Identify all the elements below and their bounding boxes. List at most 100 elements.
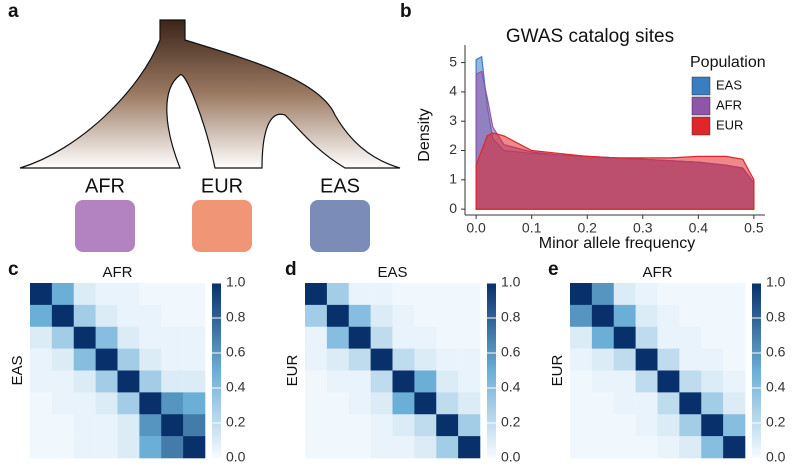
population-tree bbox=[19, 19, 401, 169]
colorbar-tick-label: 1.0 bbox=[501, 274, 521, 290]
heatmap-cell bbox=[392, 392, 415, 415]
panel-label: c bbox=[8, 259, 19, 280]
heatmap-cell bbox=[458, 370, 481, 393]
heatmap-cell bbox=[183, 392, 206, 415]
y-tick-label: 4 bbox=[449, 83, 457, 99]
heatmap-cell bbox=[701, 283, 724, 306]
heatmap-cell bbox=[139, 414, 162, 437]
heatmap-cell bbox=[570, 414, 593, 437]
heatmap-cell bbox=[458, 348, 481, 371]
heatmap-cell bbox=[723, 304, 746, 328]
people-icons bbox=[75, 200, 370, 252]
heatmap-cell bbox=[635, 392, 658, 415]
panel-label: e bbox=[548, 259, 559, 280]
heatmap-cell bbox=[348, 392, 371, 415]
heatmap-cell bbox=[117, 436, 140, 459]
y-tick-label: 1 bbox=[449, 171, 457, 187]
heatmap-cell bbox=[326, 392, 350, 415]
heatmap-cell bbox=[348, 283, 371, 306]
heatmap-cell bbox=[723, 392, 746, 415]
heatmap-cell bbox=[723, 414, 746, 437]
colorbar-tick-label: 0.4 bbox=[766, 379, 786, 395]
x-tick-label: 0.0 bbox=[466, 220, 486, 236]
colorbar bbox=[487, 283, 496, 458]
colorbar-tick-label: 0.8 bbox=[226, 309, 246, 325]
heatmap-cell bbox=[370, 348, 393, 371]
heatmap-cell bbox=[95, 283, 118, 306]
heatmap-cell bbox=[30, 304, 53, 328]
heatmap-cell bbox=[161, 436, 184, 459]
heatmap-cell bbox=[613, 370, 636, 393]
heatmap-cell bbox=[370, 392, 393, 415]
heatmap-cell bbox=[635, 414, 658, 437]
heatmap-title: EAS bbox=[377, 264, 407, 281]
heatmap-cell bbox=[183, 414, 206, 437]
heatmap-cell bbox=[570, 304, 593, 328]
heatmap-cell bbox=[305, 414, 328, 437]
heatmap-cell bbox=[183, 326, 206, 349]
heatmap-cell bbox=[679, 304, 702, 328]
heatmap-cell bbox=[657, 392, 680, 415]
heatmap-cell bbox=[183, 370, 206, 393]
heatmap-cell bbox=[635, 370, 658, 393]
heatmap-cell bbox=[326, 326, 350, 349]
heatmap-cell bbox=[679, 283, 702, 306]
heatmap-cell bbox=[183, 348, 206, 371]
heatmap-cell bbox=[591, 348, 615, 371]
heatmap-cell bbox=[458, 326, 481, 349]
heatmap-cell bbox=[591, 326, 615, 349]
heatmap-cell bbox=[414, 392, 437, 415]
heatmap-cell bbox=[436, 326, 459, 349]
heatmap-y-label: EUR bbox=[549, 354, 566, 386]
heatmap-cell bbox=[458, 436, 481, 459]
panel-label: d bbox=[285, 259, 297, 280]
heatmap-cell bbox=[392, 304, 415, 328]
heatmap-cell bbox=[591, 283, 615, 306]
heatmap-cell bbox=[348, 326, 371, 349]
heatmap-cell bbox=[679, 326, 702, 349]
heatmap-cell bbox=[436, 414, 459, 437]
heatmap-cell bbox=[436, 436, 459, 459]
heatmap-y-label: EUR bbox=[284, 354, 301, 386]
heatmap-title: AFR bbox=[643, 264, 673, 281]
heatmap-cell bbox=[414, 348, 437, 371]
heatmap-cell bbox=[591, 436, 615, 459]
legend-title: Population bbox=[690, 54, 766, 71]
heatmap-cell bbox=[326, 414, 350, 437]
heatmap-cell bbox=[679, 348, 702, 371]
heatmap-cell bbox=[30, 283, 53, 306]
heatmap-cell bbox=[414, 414, 437, 437]
legend-label: EUR bbox=[716, 117, 743, 132]
panel-label: a bbox=[8, 1, 19, 22]
heatmap-cell bbox=[414, 283, 437, 306]
heatmap-cell bbox=[51, 283, 75, 306]
heatmap-cell bbox=[51, 304, 75, 328]
heatmap-cell bbox=[370, 283, 393, 306]
heatmap-cell bbox=[570, 348, 593, 371]
heatmap-cell bbox=[701, 370, 724, 393]
heatmap-cell bbox=[183, 283, 206, 306]
heatmap-cell bbox=[117, 304, 140, 328]
heatmap-cell bbox=[73, 326, 96, 349]
heatmap-cell bbox=[635, 304, 658, 328]
heatmap-cell bbox=[657, 370, 680, 393]
heatmap-cell bbox=[591, 414, 615, 437]
heatmap-cell bbox=[95, 436, 118, 459]
heatmap-cell bbox=[723, 283, 746, 306]
heatmap-cell bbox=[73, 304, 96, 328]
heatmap-cell bbox=[51, 414, 75, 437]
colorbar-tick-label: 0.2 bbox=[501, 414, 521, 430]
heatmap-cell bbox=[723, 348, 746, 371]
y-tick-label: 5 bbox=[449, 53, 457, 69]
heatmap-cell bbox=[326, 304, 350, 328]
heatmap-cell bbox=[679, 436, 702, 459]
heatmap-cell bbox=[613, 283, 636, 306]
colorbar-tick-label: 0.4 bbox=[501, 379, 521, 395]
heatmap-cell bbox=[392, 436, 415, 459]
heatmap-cell bbox=[117, 414, 140, 437]
heatmap-cell bbox=[591, 304, 615, 328]
chart-title: GWAS catalog sites bbox=[506, 26, 674, 47]
heatmap-cell bbox=[95, 304, 118, 328]
